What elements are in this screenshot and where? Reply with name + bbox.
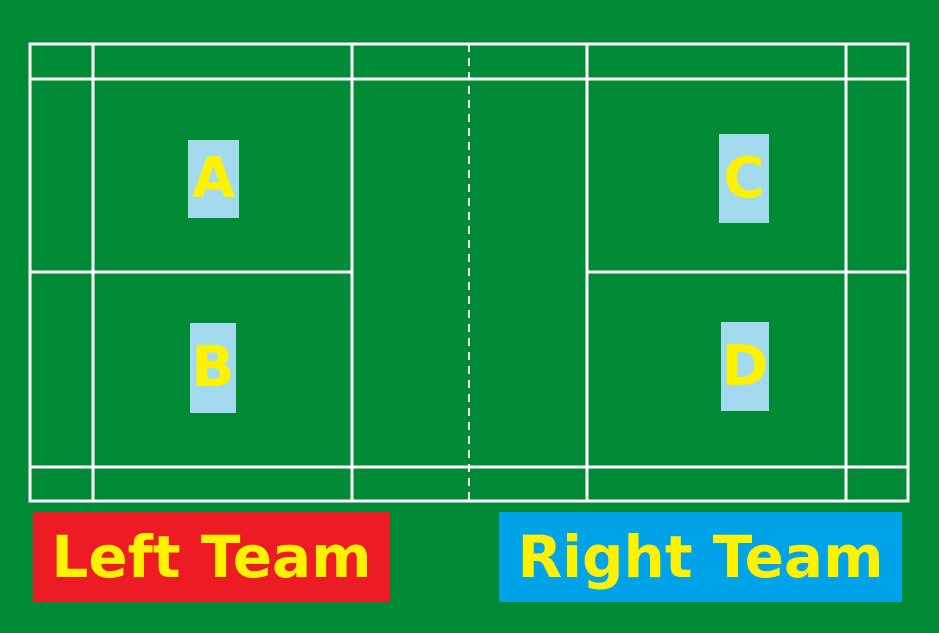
player-c-marker: C <box>719 134 769 223</box>
player-d-marker: D <box>721 322 769 411</box>
left-team-label: Left Team <box>33 512 390 602</box>
left-team-text: Left Team <box>51 523 372 591</box>
right-team-text: Right Team <box>517 523 884 591</box>
player-a-marker: A <box>188 140 239 218</box>
player-a-label: A <box>191 146 236 211</box>
player-d-label: D <box>721 333 769 399</box>
right-team-label: Right Team <box>499 512 902 602</box>
player-b-label: B <box>191 335 235 400</box>
player-b-marker: B <box>190 323 236 413</box>
player-c-label: C <box>723 145 765 211</box>
